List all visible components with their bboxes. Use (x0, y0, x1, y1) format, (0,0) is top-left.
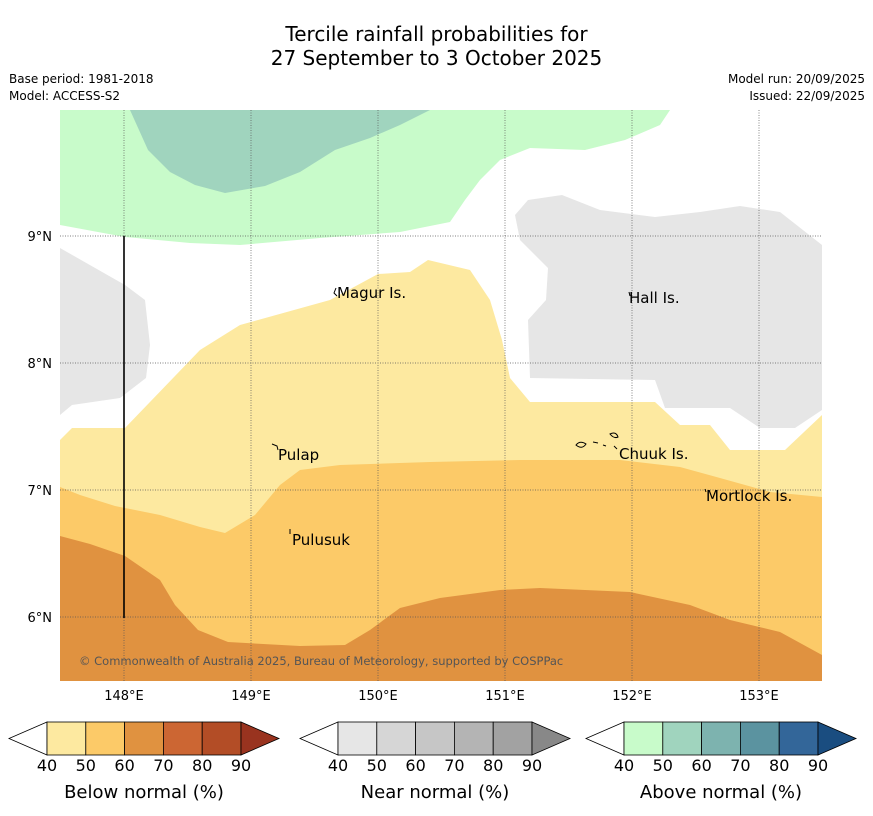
lon-label-152: 152°E (612, 689, 652, 704)
lon-label-151: 151°E (485, 689, 525, 704)
colorbar-tick-label: 80 (483, 756, 503, 775)
copyright-text: © Commonwealth of Australia 2025, Bureau… (79, 654, 563, 668)
island-magur (333, 287, 338, 297)
lat-label-8: 8°N (28, 357, 53, 372)
place-label-pulap: Pulap (278, 446, 319, 464)
colorbar-cell (453, 721, 494, 756)
issued-date: Issued: 22/09/2025 (749, 89, 865, 103)
island-hall (628, 291, 631, 297)
colorbar-cell (623, 721, 664, 756)
colorbar-cell (85, 721, 126, 756)
colorbar-cell (201, 721, 242, 756)
map-area: Magur Is. Hall Is. Pulap Chuuk Is. Mortl… (60, 110, 822, 681)
colorbar-below-normal: 40 50 60 70 80 90 Below normal (%) (7, 721, 281, 803)
colorbar-tick-label: 60 (691, 756, 711, 775)
colorbar-tick-label: 90 (808, 756, 828, 775)
place-label-mortlock: Mortlock Is. (706, 487, 792, 505)
colorbar-tick-label: 40 (328, 756, 348, 775)
island-mortlock (704, 488, 707, 493)
island-pulap (271, 443, 279, 451)
lon-label-148: 148°E (104, 689, 144, 704)
base-period: Base period: 1981-2018 (9, 72, 154, 86)
lon-label-150: 150°E (358, 689, 398, 704)
lat-label-6: 6°N (28, 611, 53, 626)
colorbar-extend-high (531, 721, 572, 756)
colorbar-tick-label: 70 (153, 756, 173, 775)
colorbar-tick-label: 50 (653, 756, 673, 775)
colorbar-tick-label: 80 (192, 756, 212, 775)
colorbar-tick-label: 80 (769, 756, 789, 775)
colorbar-tick-label: 60 (114, 756, 134, 775)
colorbar-above-normal: 40 50 60 70 80 90 Above normal (%) (584, 721, 858, 803)
colorbar-tick-label: 90 (522, 756, 542, 775)
colorbar-cell (415, 721, 455, 756)
colorbar-cell (492, 721, 533, 756)
meta-left: Base period: 1981-2018 Model: ACCESS-S2 (9, 71, 154, 105)
island-chuuk-2 (609, 432, 619, 439)
colorbar-cell (162, 721, 203, 756)
colorbar-tick-label: 70 (444, 756, 464, 775)
below-normal-70-80-region (60, 536, 822, 681)
colorbar-extend-low (7, 721, 48, 756)
place-label-chuuk: Chuuk Is. (619, 445, 688, 463)
colorbar-tick-label: 50 (367, 756, 387, 775)
colorbar-tick-label: 60 (405, 756, 425, 775)
near-normal-region-east (515, 195, 822, 428)
colorbar-extend-high (817, 721, 858, 756)
colorbar-title: Above normal (%) (640, 782, 802, 803)
colorbar-cell (662, 721, 702, 756)
place-label-magur: Magur Is. (337, 284, 406, 302)
colorbar-tick-label: 40 (37, 756, 57, 775)
colorbar-cell (376, 721, 416, 756)
map-title: Tercile rainfall probabilities for 27 Se… (0, 22, 873, 70)
colorbar-tick-label: 90 (231, 756, 251, 775)
colorbar-tick-label: 50 (76, 756, 96, 775)
model-name: Model: ACCESS-S2 (9, 89, 121, 103)
lon-label-153: 153°E (739, 689, 779, 704)
colorbar-cell (701, 721, 741, 756)
title-line-1: Tercile rainfall probabilities for (285, 22, 588, 46)
island-chuuk-4 (602, 444, 607, 447)
colorbar-near-normal: 40 50 60 70 80 90 Near normal (%) (298, 721, 572, 803)
meta-right: Model run: 20/09/2025 Issued: 22/09/2025 (728, 71, 865, 105)
colorbar-extend-low (584, 721, 625, 756)
colorbar-cell (778, 721, 819, 756)
colorbar-title: Near normal (%) (361, 782, 510, 803)
colorbar-title: Below normal (%) (64, 782, 224, 803)
island-chuuk-3 (592, 441, 599, 444)
colorbar-extend-low (298, 721, 339, 756)
colorbar-cell (46, 721, 87, 756)
colorbar-extend-high (240, 721, 281, 756)
above-normal-50-60-region (130, 110, 430, 193)
island-chuuk-1 (575, 441, 587, 448)
lon-label-149: 149°E (231, 689, 271, 704)
model-run: Model run: 20/09/2025 (727, 72, 865, 86)
lat-label-7: 7°N (28, 484, 53, 499)
colorbar-tick-label: 40 (614, 756, 634, 775)
place-label-hall: Hall Is. (629, 289, 680, 307)
near-normal-region-west (60, 248, 150, 415)
colorbar-tick-label: 70 (730, 756, 750, 775)
colorbar-cell (740, 721, 780, 756)
title-line-2: 27 September to 3 October 2025 (270, 46, 603, 70)
colorbar-cell (337, 721, 378, 756)
island-shapes (271, 287, 707, 534)
place-label-pulusuk: Pulusuk (292, 531, 350, 549)
island-chuuk-5 (613, 445, 618, 450)
colorbar-cell (124, 721, 164, 756)
lat-label-9: 9°N (28, 230, 53, 245)
